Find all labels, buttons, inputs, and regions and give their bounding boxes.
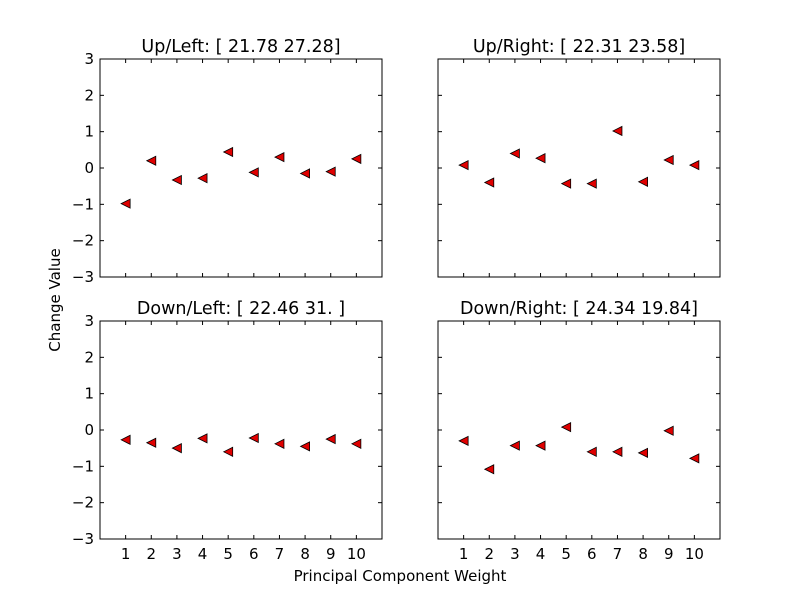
data-point — [509, 148, 520, 159]
x-tick-label: 1 — [459, 545, 469, 563]
y-tick-label: −1 — [72, 195, 94, 213]
data-point — [612, 446, 623, 457]
data-point — [299, 168, 310, 179]
subplot-2: Up/Right: [ 22.31 23.58] — [437, 37, 721, 278]
x-tick-label: 4 — [536, 545, 546, 563]
y-tick-label: 0 — [84, 421, 94, 439]
y-tick-label: 2 — [84, 348, 94, 366]
data-point — [145, 437, 157, 448]
data-point — [688, 159, 700, 171]
x-tick-label: 10 — [347, 545, 366, 563]
y-tick-label: 0 — [84, 159, 94, 177]
data-point — [535, 440, 546, 451]
data-point — [145, 155, 157, 166]
subplot-title: Up/Left: [ 21.78 27.28] — [141, 37, 340, 57]
y-tick-label: −3 — [72, 530, 94, 548]
x-axis-label: Principal Component Weight — [294, 567, 507, 585]
subplot-title: Down/Right: [ 24.34 19.84] — [460, 299, 698, 319]
x-tick-label: 7 — [275, 545, 285, 563]
data-point — [248, 167, 259, 178]
data-point — [637, 176, 648, 187]
data-point — [171, 174, 182, 186]
data-point — [483, 464, 495, 475]
subplot-title: Down/Left: [ 22.46 31. ] — [137, 299, 345, 319]
data-point — [509, 440, 520, 451]
y-tick-label: 3 — [84, 50, 94, 68]
data-point — [274, 438, 285, 449]
data-point — [483, 177, 495, 188]
data-point — [350, 153, 362, 165]
x-tick-label: 5 — [223, 545, 233, 563]
data-point — [325, 433, 336, 445]
x-tick-label: 8 — [638, 545, 648, 563]
x-tick-label: 1 — [121, 545, 131, 563]
subplot-4: Down/Right: [ 24.34 19.84] 1 2 3 4 5 6 7 8 9 10 — [437, 299, 721, 563]
x-tick-label: 10 — [685, 545, 704, 563]
x-tick-label: 3 — [510, 545, 520, 563]
plot-frame — [437, 320, 721, 540]
y-axis-label: Change Value — [46, 248, 64, 351]
data-point — [612, 125, 623, 137]
x-tick-label: 2 — [146, 545, 156, 563]
data-point — [535, 153, 546, 164]
plot-frame — [99, 320, 383, 540]
data-point — [248, 432, 259, 444]
x-tick-label: 7 — [613, 545, 623, 563]
y-tick-label: 1 — [84, 385, 94, 403]
data-point — [120, 198, 131, 209]
data-point — [458, 435, 469, 447]
x-tick-label: 6 — [587, 545, 597, 563]
data-point — [325, 166, 336, 177]
data-point — [120, 434, 131, 445]
data-point — [560, 421, 572, 433]
data-point — [222, 146, 234, 158]
plot-frame — [437, 58, 721, 278]
y-tick-label: 1 — [84, 123, 94, 141]
y-tick-label: −2 — [72, 494, 94, 512]
y-tick-label: 3 — [84, 312, 94, 330]
data-point — [197, 173, 208, 184]
data-point — [586, 446, 597, 457]
x-tick-label: 3 — [172, 545, 182, 563]
data-point — [663, 154, 674, 166]
x-tick-label: 8 — [300, 545, 310, 563]
data-point — [274, 151, 285, 163]
y-tick-label: 2 — [84, 86, 94, 104]
x-tick-label: 5 — [561, 545, 571, 563]
data-point — [663, 425, 674, 436]
x-tick-label: 6 — [249, 545, 259, 563]
data-point — [299, 441, 310, 452]
data-point — [197, 433, 208, 444]
x-tick-label: 4 — [198, 545, 208, 563]
data-point — [688, 453, 700, 464]
subplot-1: Up/Left: [ 21.78 27.28] −3 −2 −1 0 1 2 3 — [72, 37, 383, 286]
x-tick-label: 9 — [664, 545, 674, 563]
data-point — [222, 446, 234, 457]
subplot-3: Down/Left: [ 22.46 31. ]1 2 3 4 5 6 7 8 9 10−3−2−… — [72, 299, 383, 563]
data-point — [637, 447, 648, 459]
y-tick-label: −2 — [72, 232, 94, 250]
data-point — [350, 438, 362, 449]
subplot-title: Up/Right: [ 22.31 23.58] — [473, 37, 685, 57]
data-point — [560, 178, 572, 189]
data-point — [586, 178, 597, 189]
x-tick-label: 2 — [484, 545, 494, 563]
y-tick-label: −1 — [72, 457, 94, 475]
data-point — [458, 159, 469, 171]
y-tick-label: −3 — [72, 268, 94, 286]
data-point — [171, 443, 182, 454]
plot-frame — [99, 58, 383, 278]
x-tick-label: 9 — [326, 545, 336, 563]
